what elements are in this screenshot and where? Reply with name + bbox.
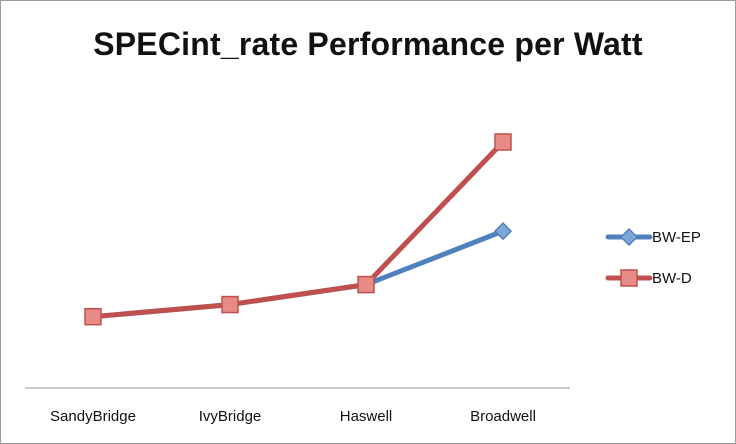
data-point-bw-d bbox=[84, 307, 102, 326]
legend-marker-bw-d bbox=[620, 269, 638, 287]
series-line-bw-d bbox=[90, 139, 506, 320]
chart-title: SPECint_rate Performance per Watt bbox=[93, 26, 643, 62]
x-tick-label: Haswell bbox=[340, 408, 393, 425]
plot-area: SandyBridge IvyBridge Haswell Broadwell bbox=[25, 133, 570, 425]
x-tick-label: SandyBridge bbox=[50, 408, 136, 425]
legend-label-bw-d: BW-D bbox=[652, 270, 692, 287]
data-point-bw-d bbox=[494, 133, 512, 151]
x-tick-label: Broadwell bbox=[470, 408, 536, 425]
data-point-bw-ep bbox=[493, 222, 513, 241]
data-point-bw-d bbox=[221, 295, 239, 314]
legend: BW-EP BW-D bbox=[605, 227, 701, 287]
series-line-bw-ep bbox=[90, 228, 506, 320]
legend-marker-bw-ep bbox=[619, 227, 639, 247]
data-point-bw-d bbox=[357, 275, 375, 294]
legend-label-bw-ep: BW-EP bbox=[652, 229, 701, 246]
x-tick-label: IvyBridge bbox=[199, 408, 262, 425]
